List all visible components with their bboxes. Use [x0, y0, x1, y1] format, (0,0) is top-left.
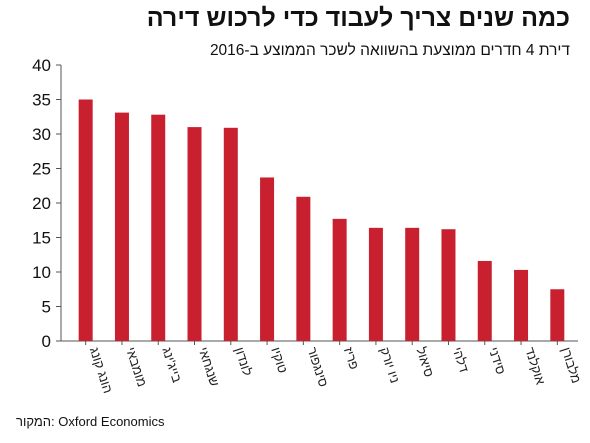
- x-tick-label: מלבורן: [558, 345, 584, 385]
- y-tick-label: 10: [32, 263, 51, 282]
- bar: [296, 196, 311, 341]
- y-tick-label: 15: [32, 229, 51, 248]
- source-note: המקור: Oxford Economics: [16, 414, 165, 429]
- y-tick-label: 0: [42, 332, 51, 351]
- bar: [550, 289, 565, 341]
- y-tick-label: 40: [32, 56, 51, 75]
- bar: [368, 227, 383, 341]
- y-tick-label: 35: [32, 91, 51, 110]
- x-tick-label: סינגפור: [305, 345, 332, 388]
- x-tick-label: סיאול: [413, 345, 437, 378]
- x-tick-label: אוקלנד: [522, 345, 548, 386]
- bar: [187, 127, 202, 341]
- chart-subtitle: דירת 4 חדרים ממוצעת בהשוואה לשכר הממוצע …: [209, 42, 570, 59]
- x-tick-label: פריז: [341, 345, 362, 371]
- bar: [78, 99, 93, 341]
- x-tick-label: סידני: [486, 345, 509, 376]
- bar: [151, 114, 166, 342]
- bar: [332, 218, 347, 341]
- bar: [114, 112, 129, 341]
- bar: [223, 127, 238, 341]
- bar: [405, 227, 420, 341]
- bar: [477, 260, 492, 341]
- y-tick-label: 20: [32, 194, 51, 213]
- chart-title: כמה שנים צריך לעבוד כדי לרכוש דירה: [146, 4, 570, 32]
- y-tick-label: 5: [42, 298, 51, 317]
- bar: [441, 229, 456, 341]
- x-tick-label: טוקיו: [268, 345, 290, 375]
- y-tick-label: 30: [32, 125, 51, 144]
- y-tick-label: 25: [32, 160, 51, 179]
- x-tick-label: מומבאי: [123, 345, 150, 388]
- x-tick-label: שנגחאי: [196, 345, 223, 388]
- x-tick-label: בייג'ינג: [159, 345, 185, 384]
- x-tick-label: דלהי: [450, 345, 472, 374]
- bar: [514, 269, 529, 341]
- bar-chart: 0 5 10 15 20 25 30 35 40 הונג קונג מומבאי בייג'ינג ש…: [32, 56, 584, 395]
- bar: [260, 177, 275, 341]
- x-tick-label: לונדון: [232, 345, 255, 378]
- x-tick-label: ניו יורק: [377, 345, 403, 385]
- x-tick-label: הונג קונג: [87, 345, 116, 395]
